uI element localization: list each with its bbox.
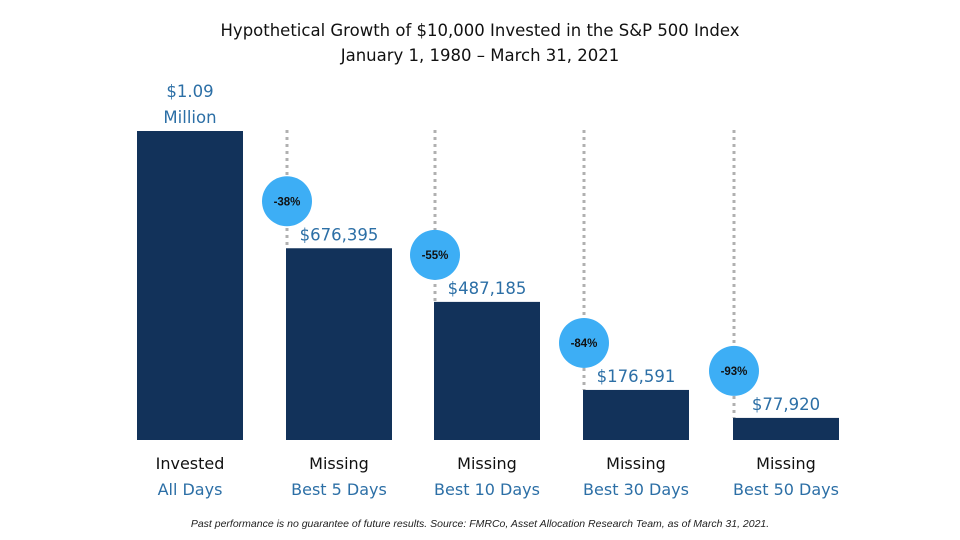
bar <box>733 417 839 440</box>
change-badge-label: -55% <box>422 250 449 262</box>
bar-chart: $1.09 Million Invested All Days $676,395 -38%… <box>137 82 839 499</box>
chart-title: Hypothetical Growth of $10,000 Invested … <box>220 21 740 40</box>
category-label: Missing <box>606 454 666 473</box>
category-label: Invested <box>156 454 225 473</box>
bar <box>137 131 243 440</box>
category-label: Missing <box>756 454 816 473</box>
category-label-sub: Best 50 Days <box>733 480 839 499</box>
bar <box>286 248 392 440</box>
change-badge-label: -93% <box>721 366 748 378</box>
category-label-sub: All Days <box>158 480 223 499</box>
category-label: Missing <box>457 454 517 473</box>
category-label: Missing <box>309 454 369 473</box>
footnote: Past performance is no guarantee of futu… <box>190 518 770 530</box>
change-badge <box>262 176 312 227</box>
change-badge-label: -38% <box>274 196 301 208</box>
change-badge <box>410 229 460 280</box>
category-label-sub: Best 30 Days <box>583 480 689 499</box>
category-label-sub: Best 5 Days <box>291 480 387 499</box>
chart-subtitle: January 1, 1980 – March 31, 2021 <box>340 46 620 65</box>
bar <box>583 389 689 440</box>
bar <box>434 301 540 440</box>
value-label: $487,185 <box>448 279 527 298</box>
change-badge <box>709 345 759 396</box>
value-label: $77,920 <box>752 395 820 414</box>
value-label: $176,591 <box>597 367 676 386</box>
value-label: $1.09 <box>166 82 213 101</box>
category-label-sub: Best 10 Days <box>434 480 540 499</box>
change-badge <box>559 317 609 368</box>
value-label: $676,395 <box>300 225 379 244</box>
value-label: Million <box>163 108 216 127</box>
change-badge-label: -84% <box>571 338 598 350</box>
